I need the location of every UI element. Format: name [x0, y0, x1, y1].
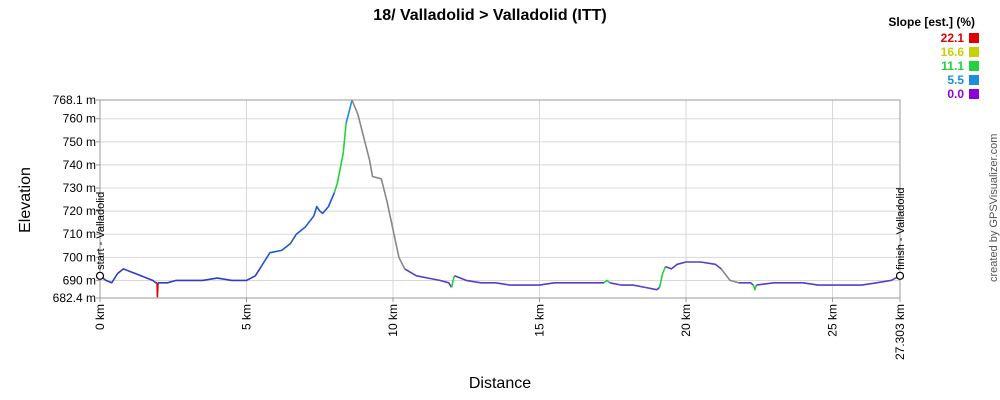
- y-axis-title: Elevation: [17, 167, 34, 233]
- elevation-segment-11: [609, 282, 661, 291]
- slope-legend: 22.116.611.15.50.0: [941, 31, 979, 101]
- elevation-segment-5: [345, 100, 353, 124]
- elevation-segment-12: [658, 266, 667, 288]
- elevation-series: [99, 99, 901, 298]
- y-tick-label: 760 m: [63, 112, 96, 126]
- elevation-segment-0: [99, 268, 158, 284]
- y-tick-label: 768.1 m: [53, 93, 96, 107]
- elevation-segment-1: [156, 282, 159, 298]
- y-tick-label: 710 m: [63, 227, 96, 241]
- y-tick-label: 740 m: [63, 158, 96, 172]
- waypoint-label: start - Valladolid: [95, 192, 107, 270]
- elevation-segment-6: [351, 99, 406, 270]
- grid: [99, 99, 901, 299]
- elevation-segment-15: [738, 282, 754, 286]
- y-tick-label: 700 m: [63, 250, 96, 264]
- x-tick-label: 0 km: [93, 304, 107, 330]
- y-tick-label: 690 m: [63, 273, 96, 287]
- x-tick-label: 20 km: [679, 304, 693, 337]
- legend-swatch: [969, 61, 979, 71]
- legend-swatch: [969, 33, 979, 43]
- y-tick-label: 682.4 m: [53, 291, 96, 305]
- y-tick-label: 720 m: [63, 204, 96, 218]
- elevation-segment-14: [720, 268, 740, 284]
- x-tick-label: 10 km: [386, 304, 400, 337]
- waypoint-markers: start - Valladolid finish - Valladolid: [95, 187, 907, 280]
- legend-title: Slope [est.] (%): [888, 15, 975, 29]
- legend-value: 16.6: [941, 45, 965, 59]
- elevation-segment-2: [158, 266, 262, 284]
- waypoint-marker: [895, 271, 905, 280]
- elevation-segment-3: [260, 192, 336, 268]
- elevation-segment-9: [454, 275, 604, 286]
- x-tick-label: 25 km: [826, 304, 840, 337]
- legend-value: 5.5: [947, 73, 964, 87]
- plot-frame: [99, 99, 901, 299]
- credit-text: created by GPSVisualizer.com: [988, 134, 1000, 282]
- elevation-segment-17: [756, 275, 901, 286]
- x-axis-ticks: 0 km 5 km 10 km 15 km 20 km 25 km 27.303 km: [93, 298, 907, 360]
- y-tick-label: 750 m: [63, 135, 96, 149]
- legend-swatch: [969, 47, 979, 57]
- legend-value: 0.0: [947, 87, 964, 101]
- elevation-segment-13: [665, 261, 722, 270]
- x-tick-label: 5 km: [240, 304, 254, 330]
- elevation-segment-10: [603, 279, 611, 284]
- elevation-segment-7: [404, 268, 453, 288]
- legend-value: 11.1: [941, 59, 964, 73]
- elevation-segment-4: [333, 123, 347, 193]
- elevation-segment-16: [752, 284, 758, 291]
- chart-title: 18/ Valladolid > Valladolid (ITT): [373, 7, 606, 24]
- legend-value: 22.1: [941, 31, 965, 45]
- y-axis-ticks: 682.4 m 690 m 700 m 710 m 720 m 730 m 740 m 750…: [53, 93, 100, 305]
- waypoint-label: finish - Valladolid: [895, 187, 907, 269]
- y-tick-label: 730 m: [63, 181, 96, 195]
- legend-swatch: [969, 75, 979, 85]
- elevation-segment-8: [450, 275, 456, 288]
- x-tick-label: 27.303 km: [893, 304, 907, 360]
- x-axis-title: Distance: [469, 375, 531, 392]
- waypoint-marker: [95, 271, 105, 280]
- x-tick-label: 15 km: [533, 304, 547, 337]
- legend-swatch: [969, 89, 979, 99]
